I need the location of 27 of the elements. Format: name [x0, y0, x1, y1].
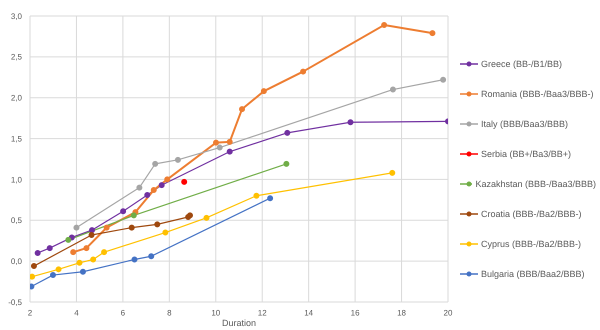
y-tick-label: 1,5 [10, 134, 23, 144]
legend-label: Serbia (BB+/Ba3/BB+) [481, 149, 572, 159]
legend-label: Bulgaria (BBB/Baa2/BBB) [481, 269, 585, 279]
x-tick-label: 12 [258, 308, 268, 318]
legend-label: Croatia (BBB-/Ba2/BBB-) [481, 209, 582, 219]
y-tick-label: 3,0 [10, 12, 23, 21]
x-tick-label: 16 [350, 308, 360, 318]
x-tick-label: 2 [28, 308, 33, 318]
x-tick-label: 18 [397, 308, 407, 318]
legend-label: Kazakhstan (BBB-/Baa3/BBB) [475, 179, 596, 189]
x-tick-label: 20 [444, 308, 453, 318]
x-tick-label: 4 [74, 308, 80, 318]
x-tick-label: 8 [167, 308, 172, 318]
y-tick-label: 2,5 [10, 52, 23, 62]
y-tick-label: 0,0 [10, 256, 23, 266]
legend-label: Cyprus (BBB-/Ba2/BBB-) [481, 239, 582, 249]
legend-label: Greece (BB-/B1/BB) [481, 59, 562, 69]
x-tick-label: 6 [120, 308, 126, 318]
x-tick-label: 10 [211, 308, 221, 318]
x-axis-title: Duration [222, 318, 256, 328]
y-tick-label: 1,0 [10, 175, 23, 184]
x-tick-label: 14 [304, 308, 314, 318]
y-tick-label: 0,5 [10, 216, 23, 226]
legend-label: Italy (BBB/Baa3/BBB) [481, 119, 568, 129]
y-tick-label: -0,5 [8, 298, 23, 307]
y-tick-label: 2,0 [10, 94, 23, 103]
legend-label: Romania (BBB-/Baa3/BBB-) [481, 89, 594, 99]
